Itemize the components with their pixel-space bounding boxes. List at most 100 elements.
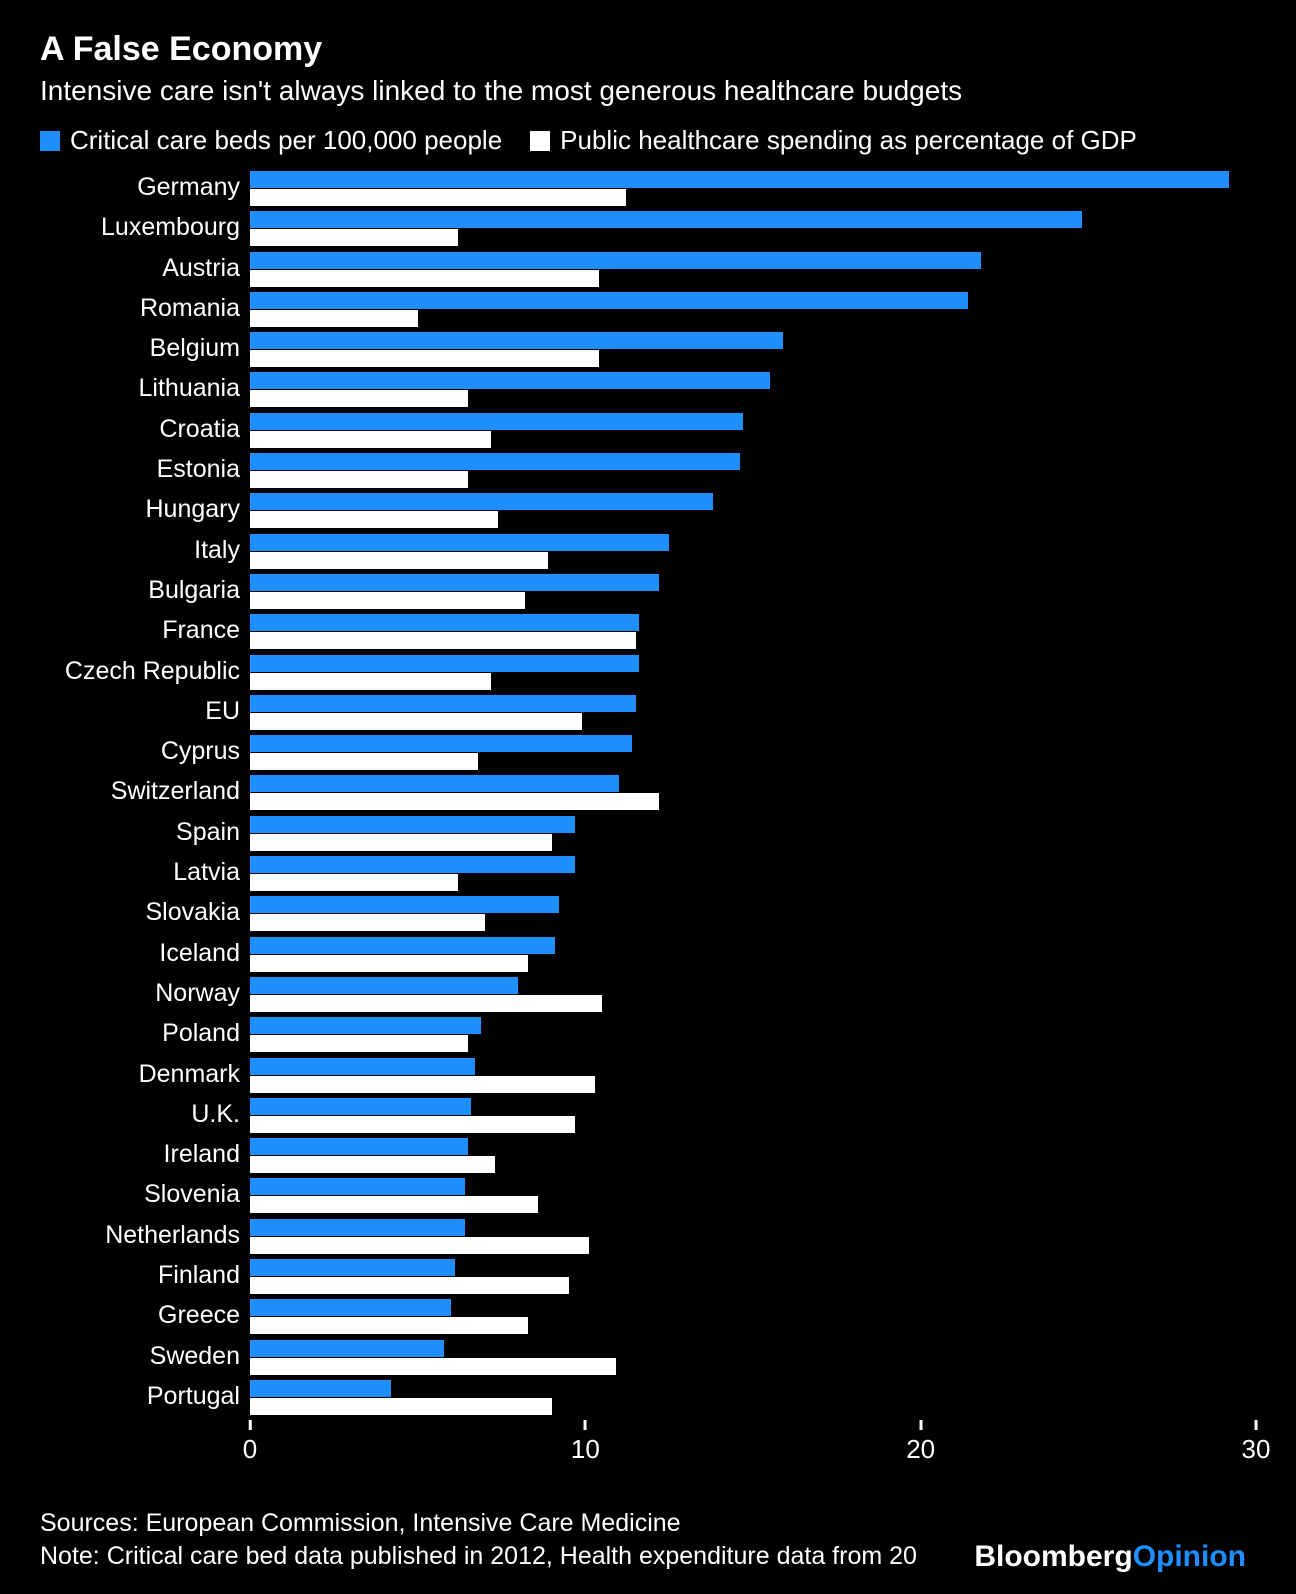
- bar-beds: [250, 1178, 465, 1195]
- bar-beds: [250, 937, 555, 954]
- legend-label-beds: Critical care beds per 100,000 people: [70, 125, 502, 156]
- bar-row: Estonia: [40, 452, 1256, 492]
- bar-pair: [250, 291, 1256, 331]
- bar-beds: [250, 896, 559, 913]
- bar-spending: [250, 390, 468, 407]
- x-axis: 0102030: [250, 1420, 1256, 1460]
- bar-pair: [250, 1218, 1256, 1258]
- bar-row: Sweden: [40, 1339, 1256, 1379]
- country-label: Greece: [40, 1298, 250, 1330]
- bar-spending: [250, 955, 528, 972]
- country-label: Luxembourg: [40, 210, 250, 242]
- chart-area: GermanyLuxembourgAustriaRomaniaBelgiumLi…: [40, 170, 1256, 1460]
- bar-beds: [250, 695, 636, 712]
- bar-pair: [250, 1258, 1256, 1298]
- bar-row: Lithuania: [40, 371, 1256, 411]
- bar-spending: [250, 834, 552, 851]
- bar-spending: [250, 1317, 528, 1334]
- country-label: Italy: [40, 533, 250, 565]
- bar-spending: [250, 1237, 589, 1254]
- bar-row: Hungary: [40, 492, 1256, 532]
- bar-pair: [250, 654, 1256, 694]
- bar-pair: [250, 976, 1256, 1016]
- bar-spending: [250, 1277, 569, 1294]
- bar-pair: [250, 452, 1256, 492]
- bar-beds: [250, 1340, 444, 1357]
- bar-spending: [250, 431, 491, 448]
- country-label: Portugal: [40, 1379, 250, 1411]
- bar-pair: [250, 815, 1256, 855]
- brand-logo: BloombergOpinion: [974, 1540, 1246, 1574]
- bar-spending: [250, 229, 458, 246]
- country-label: Czech Republic: [40, 654, 250, 686]
- bar-pair: [250, 936, 1256, 976]
- bar-pair: [250, 492, 1256, 532]
- country-label: France: [40, 613, 250, 645]
- bar-spending: [250, 793, 659, 810]
- bar-beds: [250, 1138, 468, 1155]
- tick-mark: [584, 1420, 587, 1430]
- bar-beds: [250, 655, 639, 672]
- bar-row: Luxembourg: [40, 210, 1256, 250]
- bar-row: Austria: [40, 251, 1256, 291]
- bar-row: Italy: [40, 533, 1256, 573]
- legend-swatch-beds: [40, 131, 60, 151]
- bar-spending: [250, 310, 418, 327]
- bar-beds: [250, 1380, 391, 1397]
- bar-pair: [250, 613, 1256, 653]
- bar-pair: [250, 1379, 1256, 1419]
- country-label: Iceland: [40, 936, 250, 968]
- bar-spending: [250, 471, 468, 488]
- country-label: Croatia: [40, 412, 250, 444]
- bar-row: U.K.: [40, 1097, 1256, 1137]
- country-label: Switzerland: [40, 774, 250, 806]
- bar-spending: [250, 995, 602, 1012]
- bar-pair: [250, 331, 1256, 371]
- country-label: Spain: [40, 815, 250, 847]
- bar-beds: [250, 292, 968, 309]
- bar-pair: [250, 1057, 1256, 1097]
- brand-text-b: Opinion: [1133, 1540, 1246, 1573]
- bar-spending: [250, 914, 485, 931]
- tick-mark: [919, 1420, 922, 1430]
- bar-row: EU: [40, 694, 1256, 734]
- country-label: Lithuania: [40, 371, 250, 403]
- bar-row: Belgium: [40, 331, 1256, 371]
- tick-mark: [249, 1420, 252, 1430]
- bar-spending: [250, 1358, 616, 1375]
- bar-row: Spain: [40, 815, 1256, 855]
- country-label: Finland: [40, 1258, 250, 1290]
- bar-spending: [250, 1076, 595, 1093]
- bar-row: Germany: [40, 170, 1256, 210]
- bar-spending: [250, 713, 582, 730]
- bar-pair: [250, 412, 1256, 452]
- bar-beds: [250, 372, 770, 389]
- bar-beds: [250, 775, 619, 792]
- bar-pair: [250, 1339, 1256, 1379]
- bar-spending: [250, 270, 599, 287]
- bar-spending: [250, 673, 491, 690]
- country-label: Bulgaria: [40, 573, 250, 605]
- legend-swatch-spending: [530, 131, 550, 151]
- bar-pair: [250, 1097, 1256, 1137]
- tick-mark: [1254, 1420, 1257, 1430]
- country-label: Netherlands: [40, 1218, 250, 1250]
- bar-row: Portugal: [40, 1379, 1256, 1419]
- bar-row: Poland: [40, 1016, 1256, 1056]
- bar-beds: [250, 614, 639, 631]
- tick-label: 10: [571, 1434, 600, 1465]
- bar-pair: [250, 170, 1256, 210]
- bar-spending: [250, 753, 478, 770]
- bar-pair: [250, 1298, 1256, 1338]
- country-label: Ireland: [40, 1137, 250, 1169]
- bar-beds: [250, 574, 659, 591]
- bar-beds: [250, 977, 518, 994]
- country-label: Germany: [40, 170, 250, 202]
- bar-spending: [250, 1196, 538, 1213]
- x-tick: 10: [571, 1420, 600, 1465]
- country-label: Latvia: [40, 855, 250, 887]
- bar-beds: [250, 413, 743, 430]
- chart-title: A False Economy: [40, 30, 1256, 69]
- bar-row: Czech Republic: [40, 654, 1256, 694]
- bar-beds: [250, 211, 1082, 228]
